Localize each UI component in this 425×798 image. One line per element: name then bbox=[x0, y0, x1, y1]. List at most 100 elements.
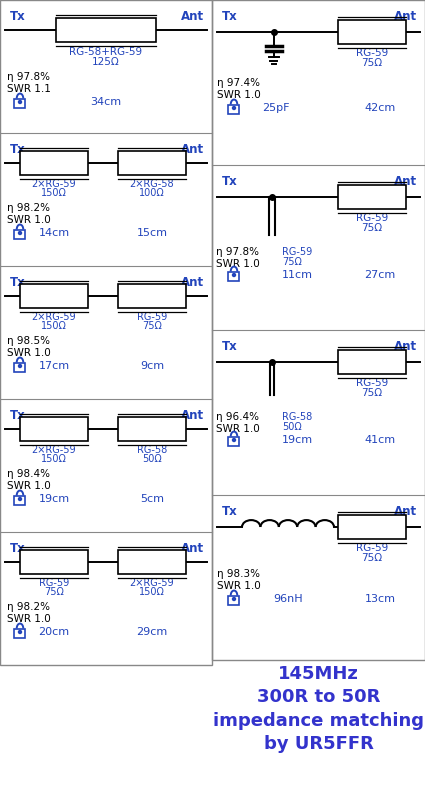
Text: RG-59: RG-59 bbox=[282, 247, 312, 257]
Text: η 97.8%: η 97.8% bbox=[7, 72, 50, 82]
Text: SWR 1.0: SWR 1.0 bbox=[216, 424, 260, 434]
Bar bbox=[20, 417, 88, 441]
Text: 29cm: 29cm bbox=[136, 627, 167, 637]
Text: 34cm: 34cm bbox=[91, 97, 122, 107]
Text: 100Ω: 100Ω bbox=[139, 188, 165, 198]
Bar bbox=[14, 230, 26, 239]
Text: 5cm: 5cm bbox=[140, 494, 164, 504]
Text: SWR 1.0: SWR 1.0 bbox=[217, 90, 261, 100]
Text: RG-58: RG-58 bbox=[137, 445, 167, 455]
Text: η 98.2%: η 98.2% bbox=[7, 602, 50, 612]
Bar bbox=[229, 271, 240, 281]
Text: 150Ω: 150Ω bbox=[41, 454, 67, 464]
Text: 75Ω: 75Ω bbox=[361, 58, 382, 68]
Text: Tx: Tx bbox=[10, 542, 26, 555]
Text: 2×RG-59: 2×RG-59 bbox=[32, 179, 76, 189]
Text: Ant: Ant bbox=[394, 10, 417, 23]
Text: Tx: Tx bbox=[222, 340, 238, 353]
Text: η 98.4%: η 98.4% bbox=[7, 469, 50, 479]
Circle shape bbox=[19, 630, 22, 634]
Text: Ant: Ant bbox=[394, 505, 417, 518]
Bar bbox=[118, 151, 186, 175]
Text: 13cm: 13cm bbox=[365, 594, 396, 604]
Bar bbox=[118, 417, 186, 441]
Text: η 98.3%: η 98.3% bbox=[217, 569, 260, 579]
Text: SWR 1.0: SWR 1.0 bbox=[216, 259, 260, 269]
Text: RG-59: RG-59 bbox=[356, 378, 388, 388]
Text: 2×RG-59: 2×RG-59 bbox=[130, 578, 174, 588]
Text: 75Ω: 75Ω bbox=[361, 223, 382, 233]
Text: RG-59: RG-59 bbox=[39, 578, 69, 588]
Bar bbox=[20, 550, 88, 574]
Bar bbox=[338, 350, 406, 374]
Text: 20cm: 20cm bbox=[38, 627, 70, 637]
Circle shape bbox=[232, 106, 235, 109]
Bar bbox=[14, 629, 26, 638]
Text: 25pF: 25pF bbox=[262, 103, 290, 113]
Text: SWR 1.0: SWR 1.0 bbox=[7, 348, 51, 358]
Text: η 98.2%: η 98.2% bbox=[7, 203, 50, 213]
Bar bbox=[118, 550, 186, 574]
Text: SWR 1.1: SWR 1.1 bbox=[7, 84, 51, 94]
Circle shape bbox=[19, 101, 22, 104]
Text: 125Ω: 125Ω bbox=[92, 57, 120, 67]
Text: RG-59: RG-59 bbox=[137, 312, 167, 322]
Text: Ant: Ant bbox=[394, 340, 417, 353]
Circle shape bbox=[232, 438, 235, 441]
Bar bbox=[20, 151, 88, 175]
Text: Tx: Tx bbox=[222, 175, 238, 188]
Text: RG-58+RG-59: RG-58+RG-59 bbox=[69, 47, 142, 57]
Bar bbox=[14, 98, 26, 108]
Text: Ant: Ant bbox=[181, 276, 204, 289]
Text: Tx: Tx bbox=[10, 276, 26, 289]
Text: η 98.5%: η 98.5% bbox=[7, 336, 50, 346]
Text: 17cm: 17cm bbox=[38, 361, 70, 371]
Text: η 96.4%: η 96.4% bbox=[216, 412, 259, 422]
Bar bbox=[229, 437, 240, 445]
Text: 75Ω: 75Ω bbox=[44, 587, 64, 597]
Text: 50Ω: 50Ω bbox=[142, 454, 162, 464]
Text: 96nH: 96nH bbox=[273, 594, 303, 604]
Circle shape bbox=[232, 598, 235, 601]
Bar bbox=[56, 18, 156, 42]
Text: 9cm: 9cm bbox=[140, 361, 164, 371]
Text: Ant: Ant bbox=[181, 409, 204, 422]
Bar bbox=[212, 0, 425, 660]
Circle shape bbox=[19, 365, 22, 368]
Text: SWR 1.0: SWR 1.0 bbox=[7, 215, 51, 225]
Text: 75Ω: 75Ω bbox=[361, 388, 382, 398]
Bar bbox=[0, 0, 212, 665]
Text: 75Ω: 75Ω bbox=[282, 257, 302, 267]
Text: 2×RG-58: 2×RG-58 bbox=[130, 179, 174, 189]
Text: Ant: Ant bbox=[181, 542, 204, 555]
Bar bbox=[338, 20, 406, 44]
Text: 145MHz
300R to 50R
impedance matching
by UR5FFR: 145MHz 300R to 50R impedance matching by… bbox=[213, 665, 424, 753]
Text: Tx: Tx bbox=[10, 10, 26, 23]
Text: 14cm: 14cm bbox=[38, 228, 70, 238]
Text: Ant: Ant bbox=[394, 175, 417, 188]
Bar bbox=[229, 595, 240, 605]
Circle shape bbox=[19, 231, 22, 235]
Text: RG-58: RG-58 bbox=[282, 412, 312, 422]
Text: 75Ω: 75Ω bbox=[142, 321, 162, 331]
Text: Tx: Tx bbox=[222, 10, 238, 23]
Circle shape bbox=[19, 497, 22, 500]
Text: Tx: Tx bbox=[222, 505, 238, 518]
Circle shape bbox=[232, 274, 235, 276]
Text: Ant: Ant bbox=[181, 143, 204, 156]
Text: 27cm: 27cm bbox=[364, 270, 396, 280]
Text: RG-59: RG-59 bbox=[356, 48, 388, 58]
Bar bbox=[20, 284, 88, 308]
Bar bbox=[14, 496, 26, 504]
Bar bbox=[118, 284, 186, 308]
Text: 150Ω: 150Ω bbox=[41, 188, 67, 198]
Text: η 97.8%: η 97.8% bbox=[216, 247, 259, 257]
Text: SWR 1.0: SWR 1.0 bbox=[7, 614, 51, 624]
Text: 11cm: 11cm bbox=[282, 270, 313, 280]
Bar bbox=[229, 105, 240, 113]
Text: 15cm: 15cm bbox=[136, 228, 167, 238]
Text: 19cm: 19cm bbox=[38, 494, 70, 504]
Text: Ant: Ant bbox=[181, 10, 204, 23]
Bar bbox=[338, 515, 406, 539]
Text: 41cm: 41cm bbox=[364, 435, 396, 445]
